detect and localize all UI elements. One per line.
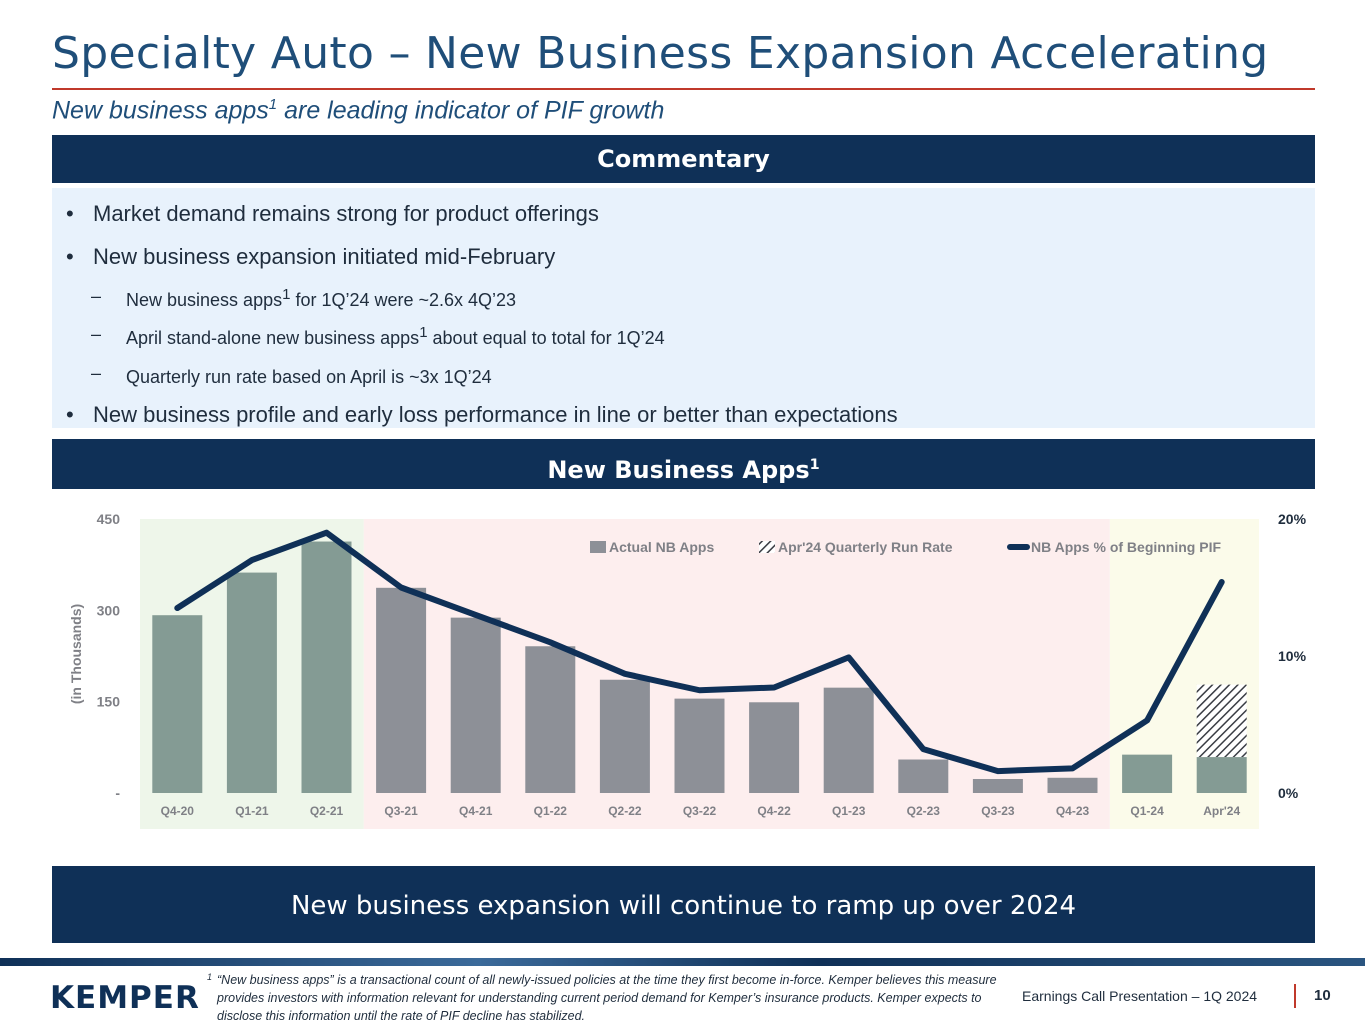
x-tick-label: Q4-20 <box>161 804 195 818</box>
x-tick-label: Q1-23 <box>832 804 866 818</box>
bar-actual <box>674 698 725 793</box>
page-number: 10 <box>1314 987 1331 1004</box>
bar-actual <box>450 617 501 793</box>
footer-strip <box>0 958 1365 966</box>
sub-bullet-item: – April stand-alone new business apps1 ab… <box>91 324 665 348</box>
x-tick-label: Q1-24 <box>1130 804 1164 818</box>
x-tick-label: Q4-21 <box>459 804 493 818</box>
y-tick-label: 450 <box>97 511 121 527</box>
chart-header: New Business Apps1 <box>52 439 1315 489</box>
bar-run-rate <box>1196 684 1247 758</box>
x-tick-label: Q2-21 <box>310 804 344 818</box>
series-line-nb-pct <box>174 529 1225 775</box>
sub-bullet-item: – Quarterly run rate based on April is ~3… <box>91 363 492 387</box>
x-tick-label: Q3-22 <box>683 804 717 818</box>
legend-swatch-run-rate <box>759 541 775 553</box>
legend-swatch-actual <box>590 541 606 553</box>
page-title: Specialty Auto – New Business Expansion … <box>52 28 1269 79</box>
bar-actual <box>898 759 949 793</box>
legend-label: Actual NB Apps <box>609 539 714 555</box>
x-tick-label: Q2-23 <box>907 804 941 818</box>
y-axis-label: (in Thousands) <box>68 604 84 704</box>
bar-actual <box>1047 777 1098 793</box>
bar-actual <box>972 778 1023 793</box>
y-tick-label: - <box>115 785 120 801</box>
bullet-item: • New business expansion initiated mid-Fe… <box>66 244 556 269</box>
y2-tick-label: 20% <box>1278 511 1307 527</box>
bar-actual <box>525 646 576 793</box>
bar-actual <box>599 679 650 793</box>
bullet-item: • New business profile and early loss per… <box>66 402 898 427</box>
sub-bullet-item: – New business apps1 for 1Q’24 were ~2.6x… <box>91 286 517 310</box>
new-business-apps-chart: Q4-20 Q1-21 Q2-21 Q3-21 Q4-21 Q1-22 Q2-22 Q3-22… <box>68 511 1307 829</box>
conclusion-banner: New business expansion will continue to … <box>52 866 1315 943</box>
commentary-body: • Market demand remains strong for produc… <box>52 188 1315 428</box>
x-tick-label: Apr'24 <box>1203 804 1240 818</box>
y-tick-label: 150 <box>97 694 121 710</box>
bar-actual <box>226 572 277 793</box>
bar-actual <box>301 541 352 793</box>
x-tick-label: Q3-21 <box>384 804 418 818</box>
y-tick-label: 300 <box>97 602 121 618</box>
x-tick-label: Q3-23 <box>981 804 1015 818</box>
x-tick-label: Q2-22 <box>608 804 642 818</box>
presentation-label: Earnings Call Presentation – 1Q 2024 <box>1022 988 1258 1004</box>
bullet-item: • Market demand remains strong for produc… <box>66 201 599 226</box>
kemper-logo: KEMPER <box>50 980 200 1016</box>
x-tick-label: Q1-21 <box>235 804 269 818</box>
y2-tick-label: 0% <box>1278 785 1299 801</box>
commentary-header: Commentary <box>52 135 1315 183</box>
x-tick-label: Q1-22 <box>534 804 568 818</box>
footnote: 1 “New business apps” is a transactional … <box>207 972 997 1023</box>
bar-actual <box>823 687 874 793</box>
bar-actual <box>1196 757 1247 793</box>
y2-tick-label: 10% <box>1278 648 1307 664</box>
legend-label: Apr'24 Quarterly Run Rate <box>778 539 953 555</box>
legend-label: NB Apps % of Beginning PIF <box>1031 539 1221 555</box>
bar-actual <box>376 587 427 793</box>
bar-actual <box>1122 754 1173 793</box>
x-tick-label: Q4-23 <box>1056 804 1090 818</box>
bar-actual <box>152 615 203 793</box>
page-subtitle: New business apps1 are leading indicator… <box>52 96 665 125</box>
page-divider <box>1294 984 1296 1008</box>
title-underline <box>52 88 1315 90</box>
bar-actual <box>749 702 800 793</box>
x-tick-label: Q4-22 <box>757 804 791 818</box>
